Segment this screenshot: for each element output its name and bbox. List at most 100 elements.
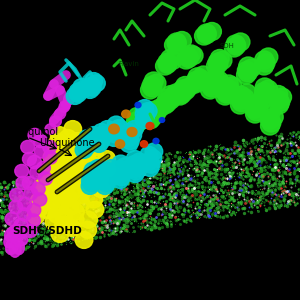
Ellipse shape xyxy=(115,163,132,180)
Ellipse shape xyxy=(107,116,125,133)
Text: SDH: SDH xyxy=(219,43,234,49)
Ellipse shape xyxy=(85,147,103,164)
Ellipse shape xyxy=(210,50,229,68)
Ellipse shape xyxy=(105,130,123,146)
Ellipse shape xyxy=(254,87,274,105)
Ellipse shape xyxy=(18,197,32,211)
Ellipse shape xyxy=(66,147,83,164)
Ellipse shape xyxy=(28,155,41,169)
Ellipse shape xyxy=(85,191,103,208)
Ellipse shape xyxy=(249,98,268,116)
Ellipse shape xyxy=(259,80,278,98)
Ellipse shape xyxy=(96,127,113,143)
Ellipse shape xyxy=(238,64,257,82)
Ellipse shape xyxy=(213,51,232,69)
Ellipse shape xyxy=(125,156,143,172)
Ellipse shape xyxy=(53,148,70,164)
Ellipse shape xyxy=(209,71,228,89)
Ellipse shape xyxy=(93,124,110,140)
Ellipse shape xyxy=(81,82,99,98)
Ellipse shape xyxy=(69,85,87,102)
Ellipse shape xyxy=(96,172,114,189)
Ellipse shape xyxy=(81,155,99,172)
Ellipse shape xyxy=(79,130,97,146)
Ellipse shape xyxy=(106,123,124,140)
Ellipse shape xyxy=(167,34,186,52)
Ellipse shape xyxy=(31,182,45,196)
Ellipse shape xyxy=(195,27,214,45)
Ellipse shape xyxy=(6,238,18,254)
Ellipse shape xyxy=(76,145,94,161)
Ellipse shape xyxy=(71,154,89,170)
Ellipse shape xyxy=(75,81,92,98)
Ellipse shape xyxy=(200,81,220,99)
Ellipse shape xyxy=(37,161,50,175)
Ellipse shape xyxy=(188,73,206,91)
Ellipse shape xyxy=(83,77,101,94)
Ellipse shape xyxy=(206,69,225,87)
Ellipse shape xyxy=(82,163,100,180)
Ellipse shape xyxy=(62,162,80,179)
Ellipse shape xyxy=(48,141,65,158)
Ellipse shape xyxy=(70,187,88,204)
Ellipse shape xyxy=(98,175,115,192)
Ellipse shape xyxy=(251,93,270,111)
Ellipse shape xyxy=(141,81,160,99)
Ellipse shape xyxy=(197,24,216,42)
Ellipse shape xyxy=(264,108,283,126)
Ellipse shape xyxy=(256,54,275,72)
Ellipse shape xyxy=(185,75,205,93)
Ellipse shape xyxy=(122,133,139,149)
Ellipse shape xyxy=(83,80,101,96)
Ellipse shape xyxy=(30,166,44,179)
Ellipse shape xyxy=(182,45,201,63)
Ellipse shape xyxy=(260,111,279,129)
Ellipse shape xyxy=(17,208,31,221)
Ellipse shape xyxy=(140,153,158,170)
Ellipse shape xyxy=(60,190,77,206)
Ellipse shape xyxy=(151,99,169,117)
Ellipse shape xyxy=(245,100,264,118)
Ellipse shape xyxy=(48,166,65,182)
Ellipse shape xyxy=(91,171,109,188)
Ellipse shape xyxy=(9,200,23,214)
Ellipse shape xyxy=(141,111,160,129)
Ellipse shape xyxy=(232,94,251,112)
Ellipse shape xyxy=(140,146,158,163)
Ellipse shape xyxy=(269,85,288,103)
Ellipse shape xyxy=(85,73,103,89)
Ellipse shape xyxy=(144,101,163,119)
Ellipse shape xyxy=(80,211,98,228)
Ellipse shape xyxy=(146,122,154,130)
Ellipse shape xyxy=(54,191,71,208)
Ellipse shape xyxy=(23,224,37,238)
Ellipse shape xyxy=(75,232,93,248)
Ellipse shape xyxy=(143,109,162,127)
Ellipse shape xyxy=(246,95,265,113)
Ellipse shape xyxy=(78,179,95,196)
Ellipse shape xyxy=(4,226,19,241)
Ellipse shape xyxy=(142,156,160,173)
Ellipse shape xyxy=(21,140,34,154)
Ellipse shape xyxy=(120,136,138,152)
Ellipse shape xyxy=(77,136,94,152)
Ellipse shape xyxy=(110,119,128,136)
Ellipse shape xyxy=(247,103,266,121)
Ellipse shape xyxy=(147,74,166,92)
Ellipse shape xyxy=(5,212,19,226)
Ellipse shape xyxy=(111,160,128,177)
Ellipse shape xyxy=(22,152,36,166)
Ellipse shape xyxy=(14,218,28,232)
Ellipse shape xyxy=(85,127,103,143)
Text: SDHC/SDHD: SDHC/SDHD xyxy=(12,226,82,236)
Ellipse shape xyxy=(246,105,265,123)
Ellipse shape xyxy=(34,178,51,195)
Ellipse shape xyxy=(156,96,175,114)
Ellipse shape xyxy=(72,163,89,179)
Ellipse shape xyxy=(163,51,182,69)
Ellipse shape xyxy=(48,206,66,223)
Ellipse shape xyxy=(112,169,130,186)
Ellipse shape xyxy=(273,88,292,106)
Ellipse shape xyxy=(122,110,130,118)
Ellipse shape xyxy=(269,96,289,114)
